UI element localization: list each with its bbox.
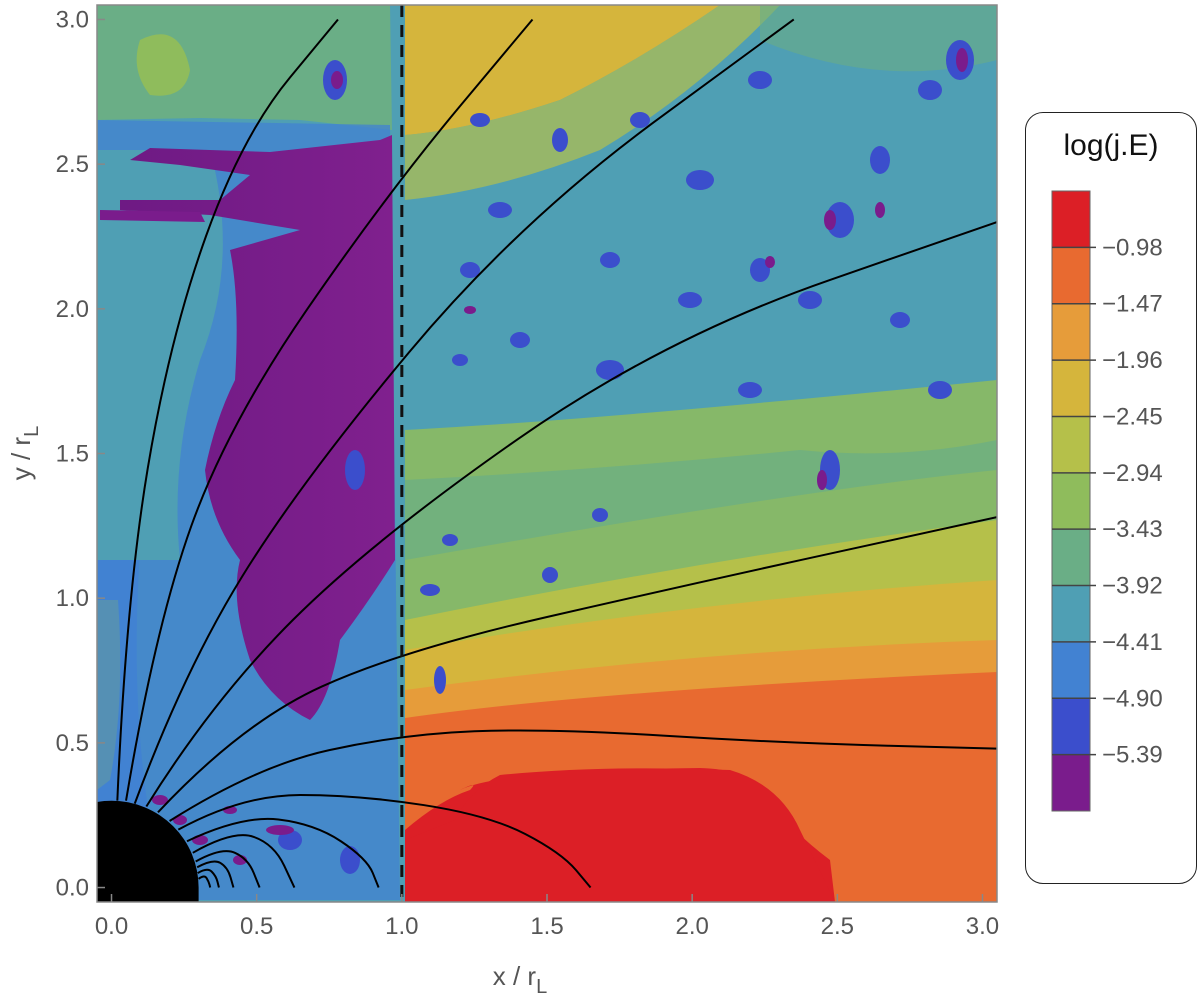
x-tick-label: 2.0 — [675, 913, 708, 940]
field-line — [116, 18, 339, 801]
x-axis-label-text: x / r — [493, 961, 537, 991]
y-axis-label-text: y / r — [6, 437, 36, 481]
heatmap-field — [97, 5, 997, 902]
field-region-left-teal — [97, 150, 223, 560]
legend-title: log(j.E) — [1063, 129, 1159, 162]
field-region-top-yellow — [405, 5, 720, 135]
y-axis-label-sub: L — [21, 426, 43, 437]
field-line — [157, 516, 997, 813]
y-tick-label: 2.0 — [56, 296, 89, 323]
field-spots — [278, 40, 974, 874]
field-lines — [116, 18, 997, 889]
field-region-top-left — [97, 5, 392, 130]
x-tick-label: 1.5 — [530, 913, 563, 940]
field-spots-purple — [331, 48, 968, 490]
y-tick-label: 0.5 — [56, 730, 89, 757]
field-line — [197, 868, 220, 888]
y-tick-label: 2.5 — [56, 151, 89, 178]
field-region-mid-teal — [405, 440, 997, 560]
field-line — [145, 221, 997, 808]
field-line — [192, 834, 296, 888]
neutron-star — [97, 800, 199, 902]
field-line — [195, 850, 261, 888]
x-tick-label: 0.5 — [240, 913, 273, 940]
field-line — [169, 729, 997, 822]
x-tick-label: 1.0 — [385, 913, 418, 940]
field-region-purple-streak — [100, 210, 205, 222]
field-line — [177, 793, 592, 889]
legend: log(j.E) — [1025, 112, 1197, 884]
x-tick-label: 3.0 — [966, 913, 999, 940]
x-axis-label: x / rL — [493, 961, 547, 998]
field-line — [198, 875, 212, 888]
y-axis-label: y / rL — [6, 426, 43, 480]
field-region-top-left-core — [136, 34, 190, 96]
y-axis: 0.0 0.5 1.0 1.5 2.0 2.5 3.0 — [56, 6, 105, 902]
field-line — [125, 18, 534, 801]
y-tick-label: 1.5 — [56, 441, 89, 468]
field-line — [186, 817, 380, 888]
x-axis: 0.0 0.5 1.0 1.5 2.0 2.5 3.0 — [95, 894, 999, 940]
y-tick-label: 3.0 — [56, 6, 89, 33]
field-line — [196, 860, 235, 888]
y-tick-label: 1.0 — [56, 585, 89, 612]
field-region-top-right-green — [760, 5, 997, 72]
field-region-top-yellowgreen — [405, 5, 780, 200]
y-tick-label: 0.0 — [56, 875, 89, 902]
x-tick-label: 0.0 — [95, 913, 128, 940]
field-line — [133, 18, 795, 804]
field-region-red-core — [405, 768, 835, 902]
x-tick-label: 2.5 — [821, 913, 854, 940]
x-axis-label-sub: L — [536, 976, 547, 998]
